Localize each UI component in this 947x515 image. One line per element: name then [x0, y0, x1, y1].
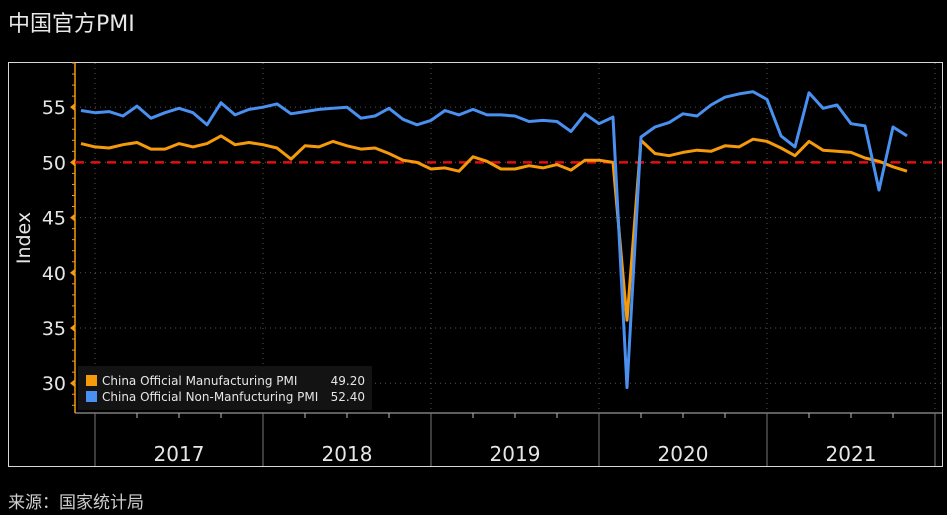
year-label: 2020 [658, 442, 709, 466]
legend-label-non-manufacturing: China Official Non-Manfucturing PMI [102, 390, 318, 404]
legend-swatch-manufacturing [86, 375, 97, 386]
legend-swatch-non-manufacturing [86, 391, 97, 402]
legend-value-manufacturing: 49.20 [331, 374, 365, 388]
manufacturing-pmi-line [80, 134, 908, 322]
non-manufacturing-pmi-line [80, 90, 908, 390]
y-tick-marker [70, 213, 75, 222]
y-tick-label: 30 [42, 373, 66, 395]
year-label: 2019 [490, 442, 541, 466]
y-tick-label: 50 [42, 152, 66, 174]
legend-label-manufacturing: China Official Manufacturing PMI [102, 374, 297, 388]
y-tick-marker [70, 379, 75, 388]
source-note: 来源：国家统计局 [8, 493, 144, 513]
year-label: 2018 [322, 442, 373, 466]
year-label: 2021 [826, 442, 877, 466]
y-tick-label: 45 [42, 208, 66, 230]
y-tick-label: 35 [42, 318, 66, 340]
y-tick-marker [70, 103, 75, 112]
y-tick-marker [70, 323, 75, 332]
y-tick-marker [70, 268, 75, 277]
y-tick-label: 40 [42, 263, 66, 285]
chart-title: 中国官方PMI [8, 12, 135, 37]
y-tick-label: 55 [42, 97, 66, 119]
legend-value-non-manufacturing: 52.40 [331, 390, 365, 404]
y-tick-marker [70, 158, 75, 167]
year-label: 2017 [154, 442, 205, 466]
legend: China Official Manufacturing PMI 49.20 C… [78, 366, 372, 410]
y-axis-label: Index [13, 212, 35, 264]
